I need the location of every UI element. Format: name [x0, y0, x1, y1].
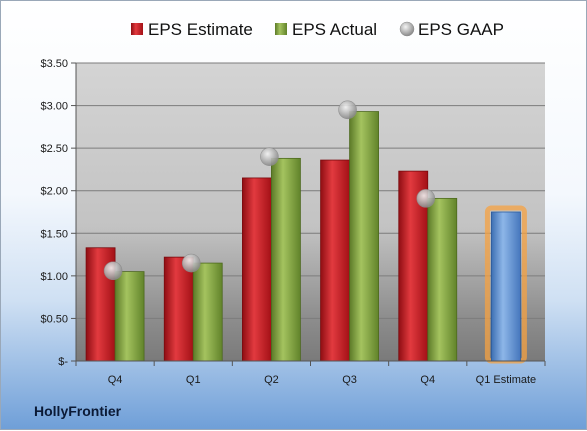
gridlines — [76, 62, 545, 362]
bar-eps-estimate-future — [491, 211, 521, 362]
legend-swatch — [131, 23, 143, 35]
x-tick-label: Q1 Estimate — [476, 374, 537, 386]
y-tick-label: $3.00 — [40, 101, 68, 113]
legend: EPS Estimate EPS Actual EPS GAAP — [131, 20, 504, 39]
bar-eps-actual — [192, 262, 223, 362]
x-tick-label: Q1 — [186, 374, 201, 386]
bar-eps-actual — [349, 111, 379, 362]
bars — [85, 100, 527, 364]
point-eps-gaap — [338, 100, 357, 120]
plot-area — [76, 63, 545, 361]
legend-label: EPS Estimate — [148, 20, 253, 39]
x-tick-label: Q4 — [420, 374, 435, 386]
legend-swatch — [399, 21, 415, 37]
y-tick-label: $1.00 — [40, 271, 68, 283]
legend-swatch — [275, 23, 287, 35]
bar-eps-estimate — [320, 159, 350, 362]
y-tick-label: $- — [58, 356, 68, 368]
company-name: HollyFrontier — [34, 403, 122, 419]
y-tick-label: $2.00 — [40, 186, 68, 198]
y-axis: $- $0.50 $1.00 $1.50 $2.00 $2.50 $3.00 $3.50 — [40, 58, 77, 368]
x-tick-label: Q4 — [108, 374, 123, 386]
y-tick-label: $0.50 — [40, 313, 68, 325]
point-eps-gaap — [181, 253, 201, 273]
bar-eps-estimate — [163, 256, 194, 362]
y-tick-label: $2.50 — [40, 143, 68, 155]
y-tick-label: $1.50 — [40, 228, 68, 240]
point-eps-gaap — [416, 189, 436, 208]
point-eps-gaap — [103, 261, 123, 281]
x-tick-label: Q3 — [342, 374, 357, 386]
x-axis: Q4 Q1 Q2 Q3 Q4 Q1 Estimate — [75, 360, 546, 386]
bar-eps-estimate — [242, 177, 272, 362]
bar-eps-actual — [427, 197, 458, 362]
legend-label: EPS Actual — [292, 20, 377, 39]
y-tick-label: $3.50 — [40, 58, 68, 70]
x-tick-label: Q2 — [264, 374, 279, 386]
bar-eps-actual — [114, 271, 145, 362]
legend-label: EPS GAAP — [418, 20, 504, 39]
point-eps-gaap — [260, 147, 279, 166]
bar-eps-actual — [271, 157, 301, 362]
